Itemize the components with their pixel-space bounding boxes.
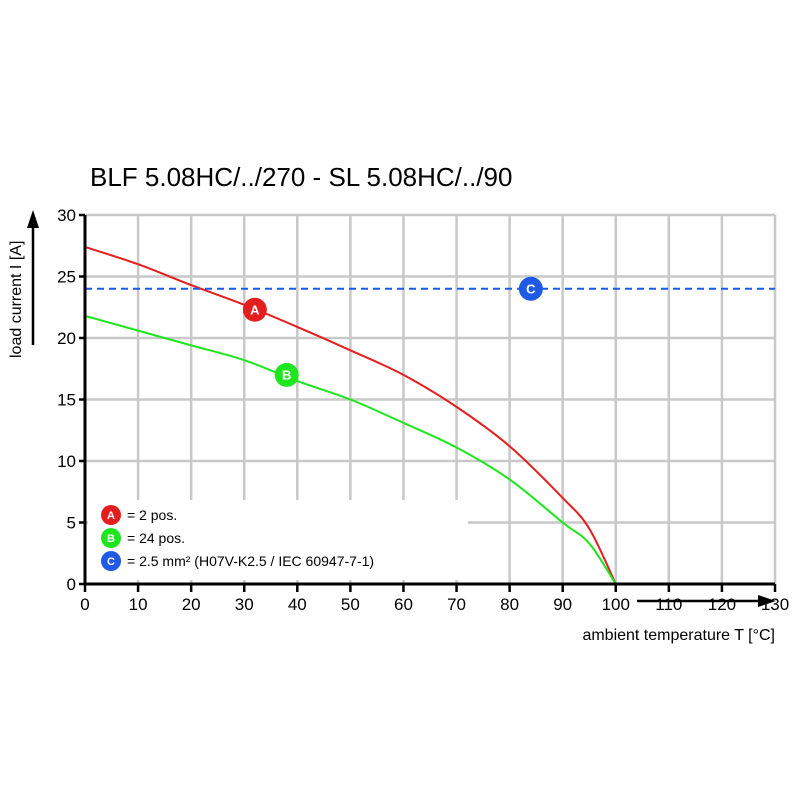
marker-circle <box>101 505 121 525</box>
series-line-a <box>84 246 617 585</box>
legend-label-b: = 24 pos. <box>127 530 185 546</box>
x-tick-label: 90 <box>553 595 572 614</box>
x-tick-label: 10 <box>129 595 148 614</box>
y-tick-label: 10 <box>57 452 76 471</box>
x-tick-label: 30 <box>235 595 254 614</box>
marker-circle <box>101 551 121 571</box>
series-line-b <box>84 314 617 585</box>
marker-letter: A <box>107 510 115 522</box>
x-axis-label: ambient temperature T [°C] <box>582 627 775 644</box>
y-tick-label: 25 <box>57 268 76 287</box>
x-tick-label: 120 <box>708 595 736 614</box>
marker-letter: B <box>282 368 291 383</box>
series-marker-b: B <box>274 362 299 387</box>
legend-label-c: = 2.5 mm² (H07V-K2.5 / IEC 60947-7-1) <box>127 553 374 569</box>
x-tick-label: 100 <box>602 595 630 614</box>
y-tick-label: 15 <box>57 391 76 410</box>
x-tick-label: 20 <box>182 595 201 614</box>
x-tick-label: 40 <box>288 595 307 614</box>
marker-circle <box>101 528 121 548</box>
marker-circle <box>242 297 267 322</box>
y-axis-arrowhead <box>27 210 39 228</box>
chart-title: BLF 5.08HC/../270 - SL 5.08HC/../90 <box>90 162 512 192</box>
marker-circle <box>518 276 543 301</box>
x-tick-label: 70 <box>447 595 466 614</box>
legend-background <box>88 500 468 580</box>
series-marker-c: C <box>518 276 543 301</box>
marker-letter: A <box>250 302 260 317</box>
x-tick-label: 110 <box>655 595 682 614</box>
x-tick-label: 60 <box>394 595 413 614</box>
y-tick-label: 20 <box>57 329 76 348</box>
x-tick-label: 80 <box>500 595 519 614</box>
y-tick-label: 30 <box>57 206 76 225</box>
x-axis-arrowhead <box>758 595 776 607</box>
marker-letter: C <box>526 281 536 296</box>
series-marker-a: A <box>242 297 267 322</box>
legend-badge-b: B <box>101 528 121 548</box>
y-tick-label: 5 <box>67 514 76 533</box>
legend-label-a: = 2 pos. <box>127 507 177 523</box>
legend-badge-a: A <box>101 505 121 525</box>
marker-letter: B <box>107 533 115 545</box>
legend-badge-c: C <box>101 551 121 571</box>
x-tick-label: 0 <box>80 595 89 614</box>
series-layer <box>84 246 775 585</box>
marker-letter: C <box>107 556 115 568</box>
markers-layer: A B C <box>242 276 543 387</box>
legend: A = 2 pos. B = 24 pos. C = 2.5 mm² (H07V-K2.5… <box>101 505 374 571</box>
x-tick-label: 50 <box>341 595 360 614</box>
y-tick-label: 0 <box>67 575 76 594</box>
marker-circle <box>274 362 299 387</box>
y-axis-label: load current I [A] <box>8 241 25 358</box>
